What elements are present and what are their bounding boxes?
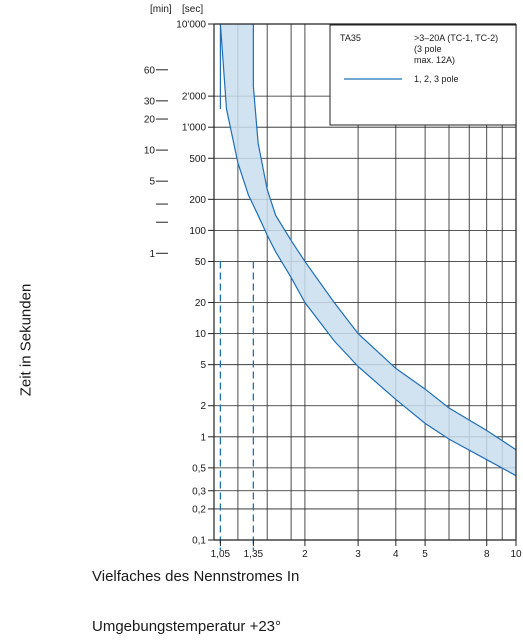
dashed-reference-lines <box>219 261 255 550</box>
y-tick-label: 1'000 <box>182 123 207 134</box>
band-lower-curve <box>219 23 517 477</box>
legend-spec-line: max. 12A) <box>414 55 455 65</box>
y-tick-label: 200 <box>189 195 206 206</box>
ambient-temperature-note: Umgebungstemperatur +23° <box>92 618 282 635</box>
minute-tick-label: 30 <box>144 96 156 107</box>
y-tick-label: 20 <box>195 298 207 309</box>
minute-tick-labels: 1 5 10 20 30 60 <box>144 65 168 260</box>
x-tick-label: 3 <box>355 549 361 560</box>
y-tick-label: 2 <box>200 401 206 412</box>
x-tick-label: 10 <box>510 549 522 560</box>
y-tick-label: 5 <box>200 360 206 371</box>
y-tick-label: 0,3 <box>192 486 206 497</box>
legend-spec-line: >3–20A (TC-1, TC-2) <box>414 33 498 43</box>
y-tick-label: 500 <box>189 154 206 165</box>
legend-model: TA35 <box>340 33 361 43</box>
minute-tick-label: 1 <box>149 249 155 260</box>
x-tick-label: 1,35 <box>244 549 264 560</box>
x-axis-label: Vielfaches des Nennstromes In <box>92 568 300 585</box>
y-tick-label: 0,1 <box>192 536 206 547</box>
y-tick-label: 10'000 <box>176 20 206 31</box>
minute-tick-label: 60 <box>144 65 156 76</box>
x-tick-label: 1,05 <box>211 549 231 560</box>
y-unit-sec-label: [sec] <box>182 4 203 15</box>
x-tick-label: 5 <box>422 549 428 560</box>
legend-spec-line: (3 pole <box>414 44 442 54</box>
y-tick-label: 50 <box>195 257 207 268</box>
x-tick-label: 4 <box>393 549 399 560</box>
y-tick-label: 0,2 <box>192 504 206 515</box>
x-tick-label: 2 <box>302 549 308 560</box>
y-axis-label: Zeit in Sekunden <box>17 283 35 397</box>
minute-tick-label: 10 <box>144 146 156 157</box>
y-unit-min-label: [min] <box>150 4 172 15</box>
legend-box <box>329 24 517 126</box>
x-tick-labels: 1,05 1,35 2 3 4 5 8 10 <box>211 540 522 560</box>
y-tick-labels: 0,1 0,2 0,3 0,5 1 2 5 10 20 50 100 200 500 1'000 2'000… <box>176 20 214 547</box>
band-upper-curve <box>252 86 517 451</box>
y-tick-label: 100 <box>189 226 206 237</box>
y-tick-label: 2'000 <box>182 92 207 103</box>
minute-tick-label: 5 <box>149 177 155 188</box>
x-tick-label: 8 <box>484 549 490 560</box>
y-tick-label: 1 <box>200 432 206 443</box>
y-tick-label: 0,5 <box>192 463 206 474</box>
legend-series-label: 1, 2, 3 pole <box>414 74 459 84</box>
tripping-band <box>219 23 517 477</box>
y-tick-label: 10 <box>195 329 207 340</box>
minute-tick-label: 20 <box>144 115 156 126</box>
